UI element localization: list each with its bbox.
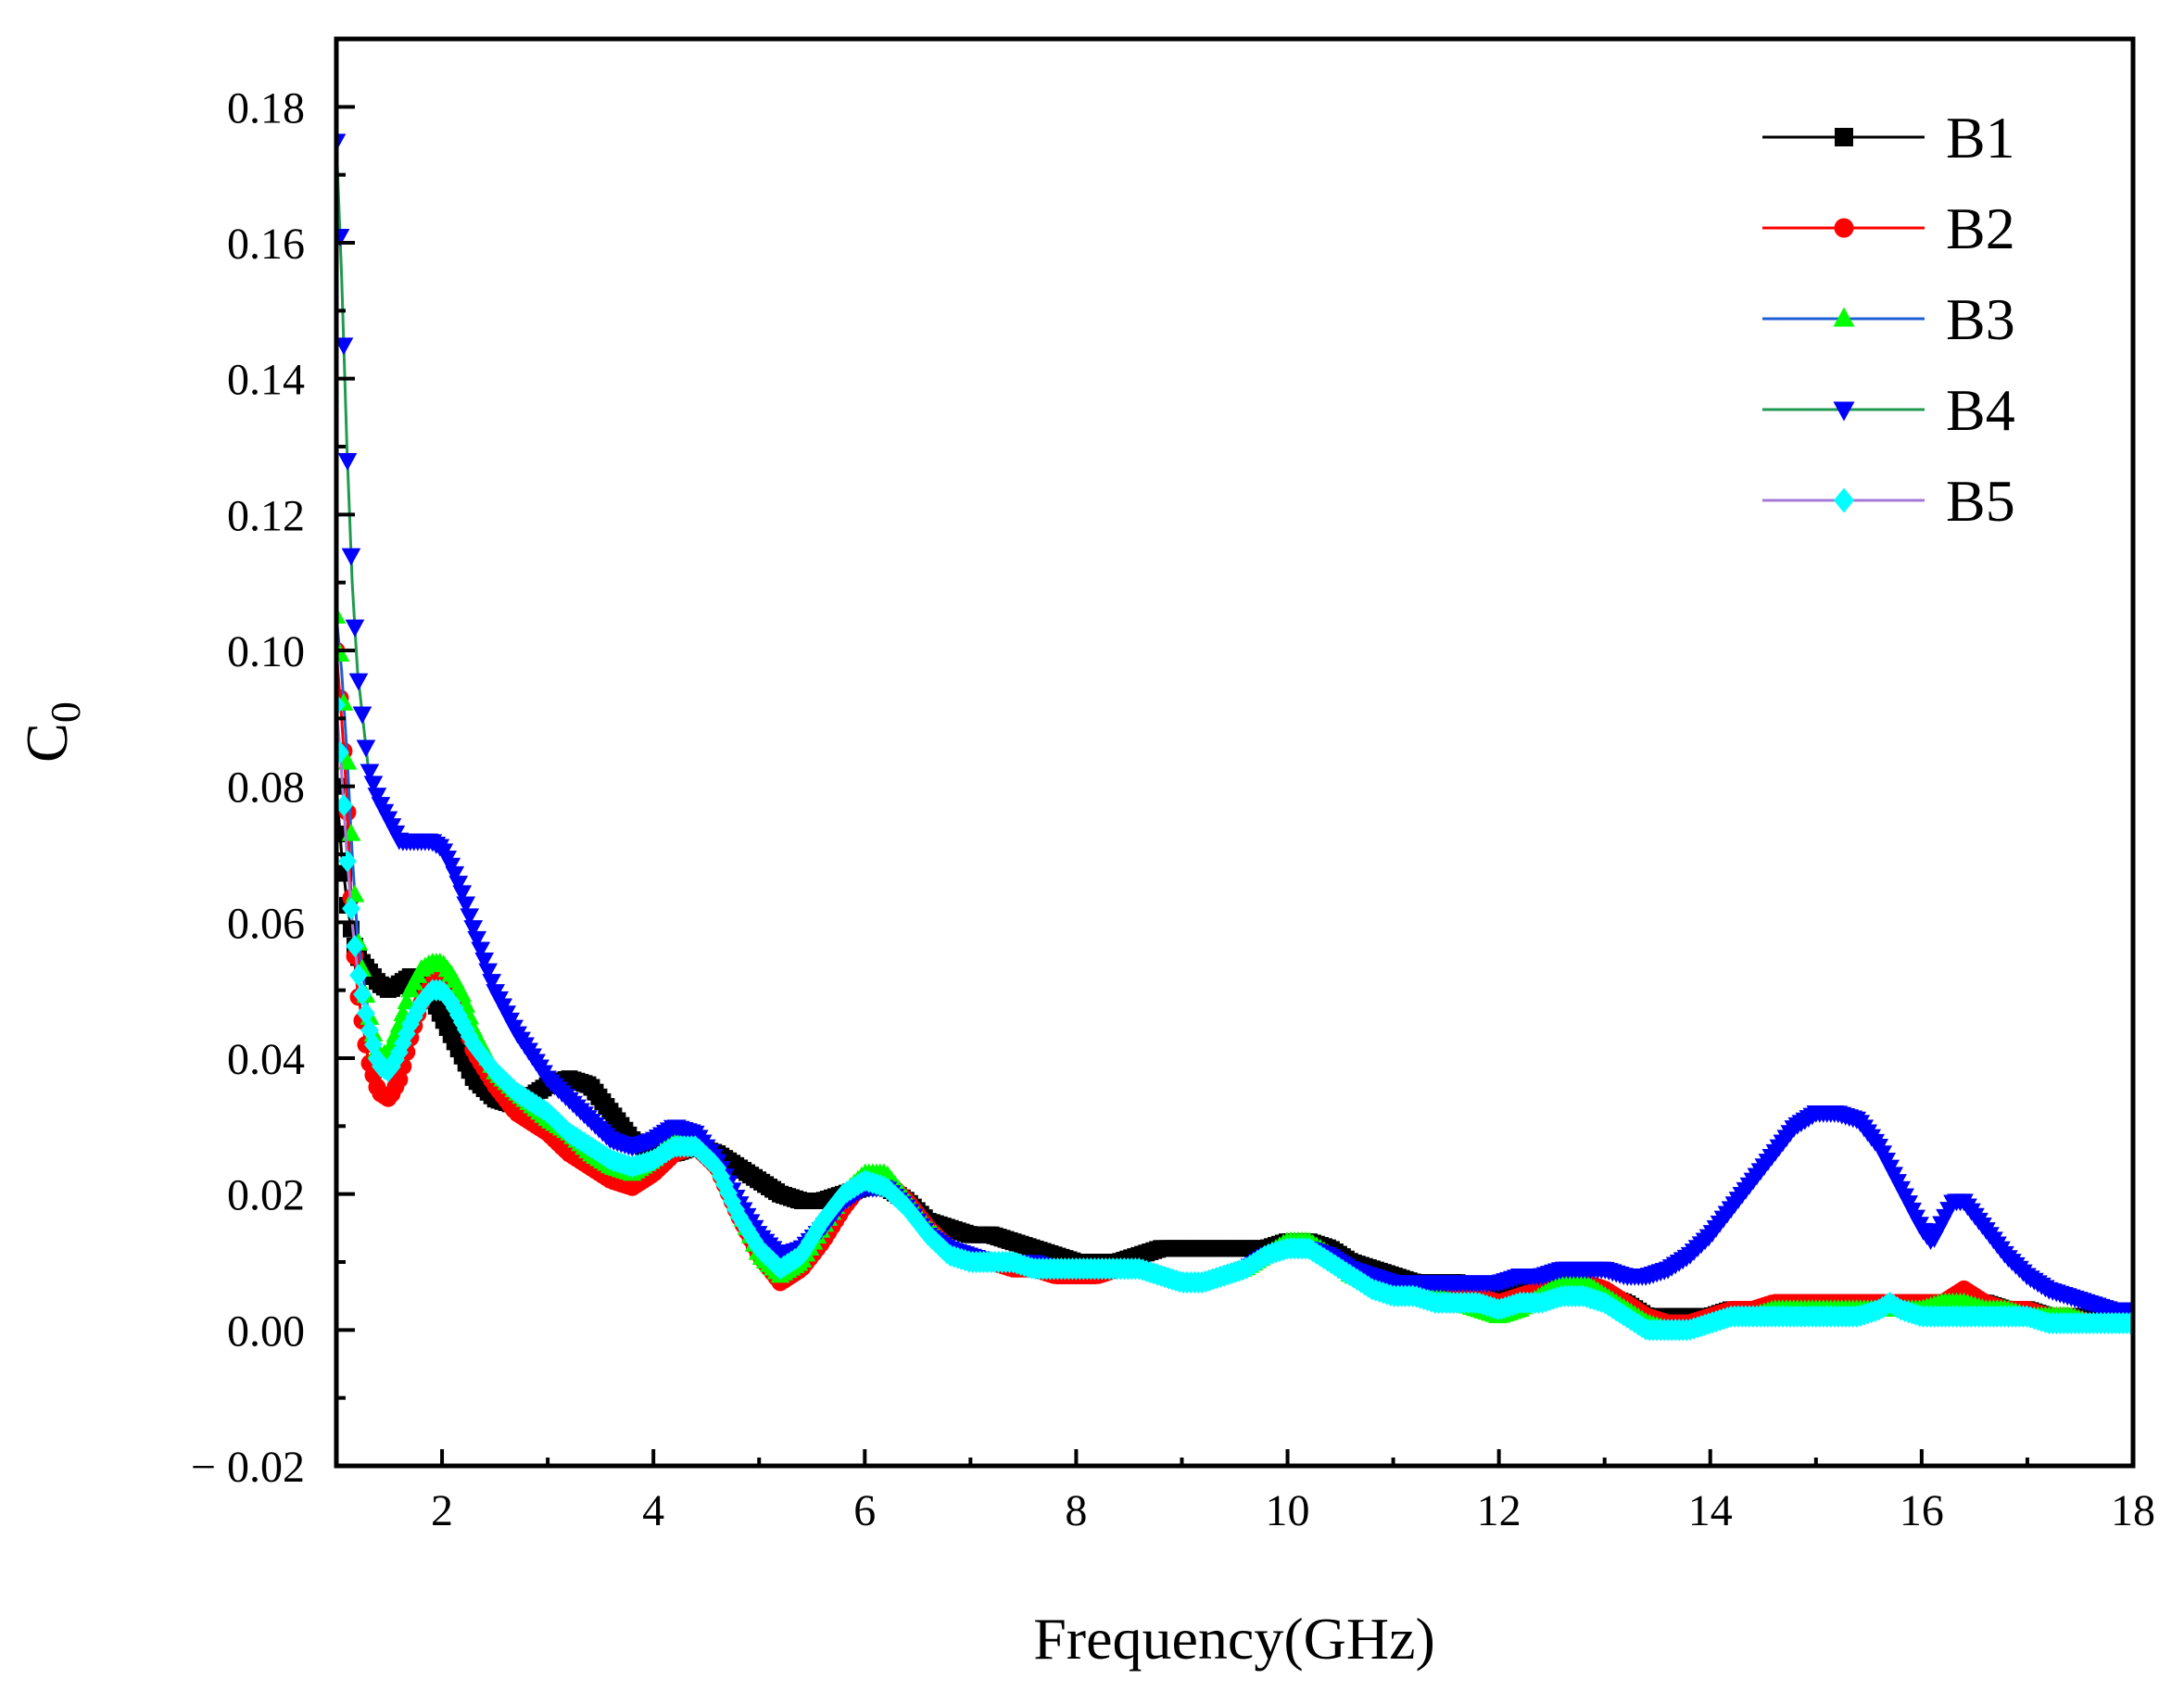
y-tick-label: 0.14 (227, 356, 305, 405)
x-tick-label: 12 (1477, 1486, 1521, 1535)
legend: B1 B2 B3 B4 B5 (1762, 105, 2015, 534)
data-point-b5 (368, 1047, 386, 1070)
data-point-b4 (448, 876, 469, 894)
data-point-b4 (348, 673, 369, 691)
data-point-b4 (345, 619, 365, 637)
data-point-b5 (364, 1033, 383, 1056)
legend-label: B3 (1946, 286, 2015, 352)
data-point-b5 (445, 996, 464, 1019)
data-point-b4 (336, 133, 347, 152)
x-tick-label: 8 (1065, 1486, 1087, 1535)
legend-label: B1 (1946, 105, 2015, 170)
x-tick-label: 14 (1688, 1486, 1733, 1535)
data-point-b1 (342, 920, 360, 938)
data-point-b5 (385, 1048, 405, 1071)
x-tick-label: 6 (853, 1486, 876, 1535)
legend-marker (1834, 218, 1854, 238)
data-point-b4 (482, 974, 502, 992)
svg-text:C0: C0 (14, 701, 89, 763)
y-axis-title-main: C (14, 723, 80, 763)
legend-marker (1833, 401, 1855, 422)
y-tick-label: 0.10 (227, 627, 305, 676)
x-tick-label: 10 (1266, 1486, 1310, 1535)
data-point-b5 (389, 1041, 409, 1064)
data-point-b4 (336, 337, 354, 356)
data-point-b3 (336, 606, 347, 624)
y-tick-label: − 0.02 (191, 1443, 305, 1492)
legend-label: B2 (1946, 196, 2015, 261)
y-tick-label: 0.00 (227, 1306, 305, 1356)
y-tick-label: 0.08 (227, 764, 305, 813)
data-point-b5 (400, 1013, 420, 1036)
y-axis-title: C0 (14, 701, 89, 763)
series-b5 (336, 693, 2133, 1342)
data-point-b4 (460, 908, 480, 927)
data-point-b3 (337, 751, 358, 770)
legend-label: B4 (1946, 377, 2015, 443)
data-point-b4 (463, 920, 484, 939)
data-point-b4 (452, 885, 473, 903)
legend-marker (1835, 128, 1853, 146)
data-point-b4 (467, 930, 487, 949)
data-point-b3 (336, 644, 350, 663)
legend-item-b1: B1 (1762, 105, 2015, 170)
data-point-b5 (2121, 1311, 2133, 1335)
data-point-b4 (474, 953, 495, 970)
data-point-b5 (336, 794, 353, 817)
legend-item-b5: B5 (1762, 468, 2015, 534)
data-point-b4 (352, 706, 372, 725)
legend-item-b4: B4 (1762, 377, 2015, 443)
data-point-b5 (342, 897, 360, 920)
y-tick-label: 0.04 (227, 1035, 305, 1084)
data-point-b4 (360, 764, 380, 782)
legend-item-b2: B2 (1762, 196, 2015, 261)
y-tick-label: 0.06 (227, 899, 305, 948)
data-point-b4 (356, 739, 376, 758)
x-tick-label: 18 (2111, 1486, 2155, 1535)
x-axis-title: Frequency(GHz) (1033, 1606, 1435, 1672)
x-tick-label: 16 (1900, 1486, 1944, 1535)
series-layer (336, 133, 2133, 1342)
legend-marker (1833, 307, 1855, 327)
data-point-b4 (456, 896, 476, 915)
data-point-b5 (353, 982, 372, 1006)
data-point-b5 (726, 1198, 746, 1221)
data-point-b4 (363, 776, 384, 794)
y-axis-title-subscript: 0 (42, 701, 89, 723)
plot-frame (334, 36, 2136, 1469)
y-tick-label: 0.12 (227, 491, 305, 540)
data-point-b4 (367, 788, 387, 806)
data-point-b5 (397, 1022, 416, 1045)
legend-label: B5 (1946, 468, 2015, 534)
y-tick-label: 0.02 (227, 1171, 305, 1220)
y-tick-label: 0.16 (227, 220, 305, 269)
data-point-b2 (390, 1070, 409, 1089)
data-point-b5 (336, 740, 349, 764)
data-point-b5 (460, 1025, 479, 1048)
legend-marker (1834, 487, 1854, 513)
axes-layer: 2 4 6 8 10 12 14 16 18 − 0.02 0.00 0.02 0.04 0.06 0.08… (191, 37, 2155, 1535)
legend-item-b3: B3 (1762, 286, 2015, 352)
y-tick-label: 0.18 (227, 83, 305, 133)
data-point-b4 (471, 941, 491, 960)
data-point-b4 (478, 963, 499, 981)
data-point-b3 (397, 991, 417, 1010)
data-point-b5 (357, 1002, 375, 1025)
data-point-b5 (712, 1165, 731, 1188)
data-point-b4 (337, 453, 358, 471)
data-point-b5 (349, 964, 368, 987)
data-point-b4 (341, 548, 361, 566)
x-tick-label: 2 (431, 1486, 453, 1535)
x-tick-label: 4 (642, 1486, 664, 1535)
data-point-b5 (346, 934, 364, 958)
data-point-b4 (445, 865, 465, 884)
